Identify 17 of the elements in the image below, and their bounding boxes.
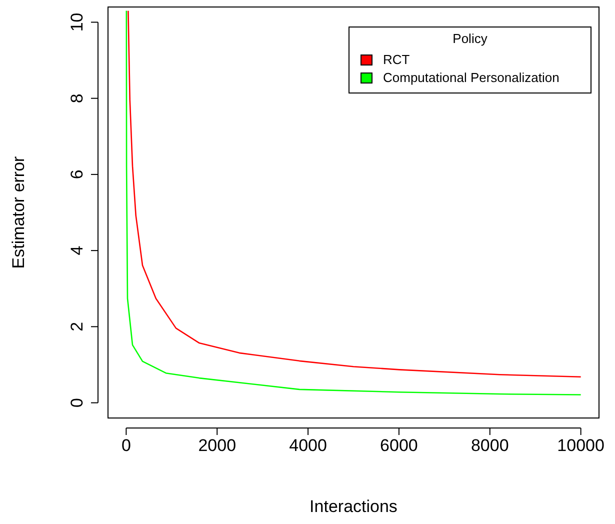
x-tick-label: 2000 — [198, 436, 236, 456]
y-axis-title: Estimator error — [9, 156, 28, 269]
legend-label: Computational Personalization — [383, 70, 560, 85]
y-tick-label: 4 — [67, 246, 86, 256]
legend-label: RCT — [383, 52, 410, 67]
x-tick-label: 0 — [121, 436, 131, 456]
y-tick-label: 10 — [67, 12, 86, 32]
y-tick-label: 8 — [67, 94, 86, 104]
y-tick-label: 0 — [67, 398, 86, 408]
x-axis-title: Interactions — [310, 497, 398, 516]
x-tick-label: 8000 — [470, 436, 509, 456]
legend-title: Policy — [452, 31, 488, 46]
x-tick-label: 4000 — [289, 436, 327, 456]
x-tick-label: 6000 — [380, 436, 418, 456]
y-tick-label: 6 — [67, 170, 86, 180]
x-tick-label: 10000 — [557, 436, 604, 456]
y-tick-label: 2 — [67, 322, 86, 332]
